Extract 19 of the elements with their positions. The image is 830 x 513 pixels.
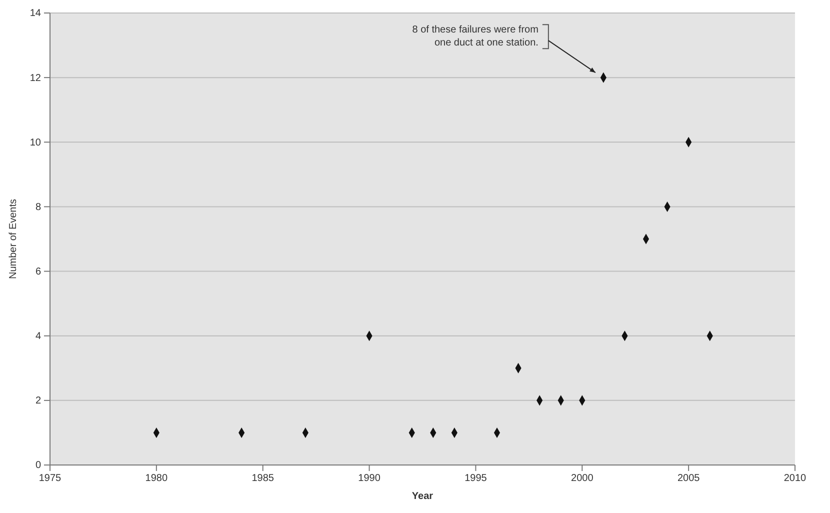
y-tick-label: 4 [35, 331, 42, 342]
annotation: 8 of these failures were from one duct at one station. [412, 24, 538, 49]
x-tick-label: 2005 [677, 473, 700, 484]
y-tick-label: 14 [30, 8, 42, 20]
x-tick-label: 1975 [38, 473, 62, 484]
x-axis-title: Year [412, 491, 434, 502]
y-tick-label: 10 [30, 137, 42, 148]
y-tick-label: 12 [30, 72, 42, 84]
x-tick-label: 1990 [358, 473, 381, 484]
x-tick-label: 1985 [252, 473, 274, 484]
y-tick-label: 6 [35, 266, 42, 278]
y-axis-title: Number of Events [8, 198, 19, 280]
x-tick-label: 2000 [571, 473, 594, 484]
y-tick-label: 0 [35, 460, 42, 472]
x-tick-label: 1995 [464, 473, 488, 484]
x-tick-label: 1980 [145, 473, 168, 484]
x-tick-label: 2010 [784, 473, 807, 484]
y-tick-label: 8 [35, 202, 42, 213]
y-tick-label: 2 [35, 396, 42, 407]
